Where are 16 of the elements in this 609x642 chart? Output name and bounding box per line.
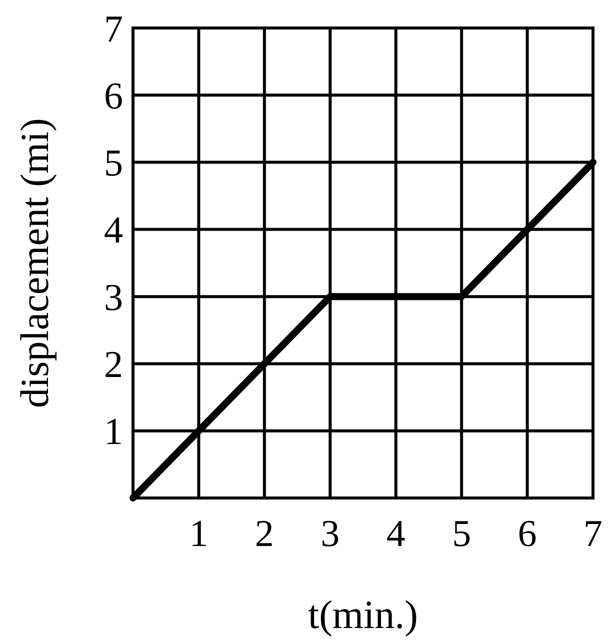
x-tick-label: 7 [584, 513, 602, 555]
x-tick-label: 1 [189, 513, 208, 555]
x-tick-label: 6 [518, 513, 537, 555]
y-tick-label: 7 [104, 8, 123, 50]
x-tick-label: 3 [320, 513, 340, 555]
x-tick-label: 5 [452, 513, 472, 555]
x-tick-label: 4 [386, 513, 406, 555]
x-axis-title: t(min.) [308, 592, 418, 637]
y-tick-label: 5 [104, 142, 123, 185]
y-tick-label: 3 [104, 276, 123, 319]
y-tick-label: 1 [104, 411, 123, 454]
y-tick-label: 2 [104, 344, 123, 386]
x-tick-label: 2 [254, 513, 274, 555]
y-axis-title: displacement (mi) [12, 118, 57, 408]
y-tick-label: 6 [104, 75, 123, 118]
y-tick-label: 4 [104, 210, 123, 252]
